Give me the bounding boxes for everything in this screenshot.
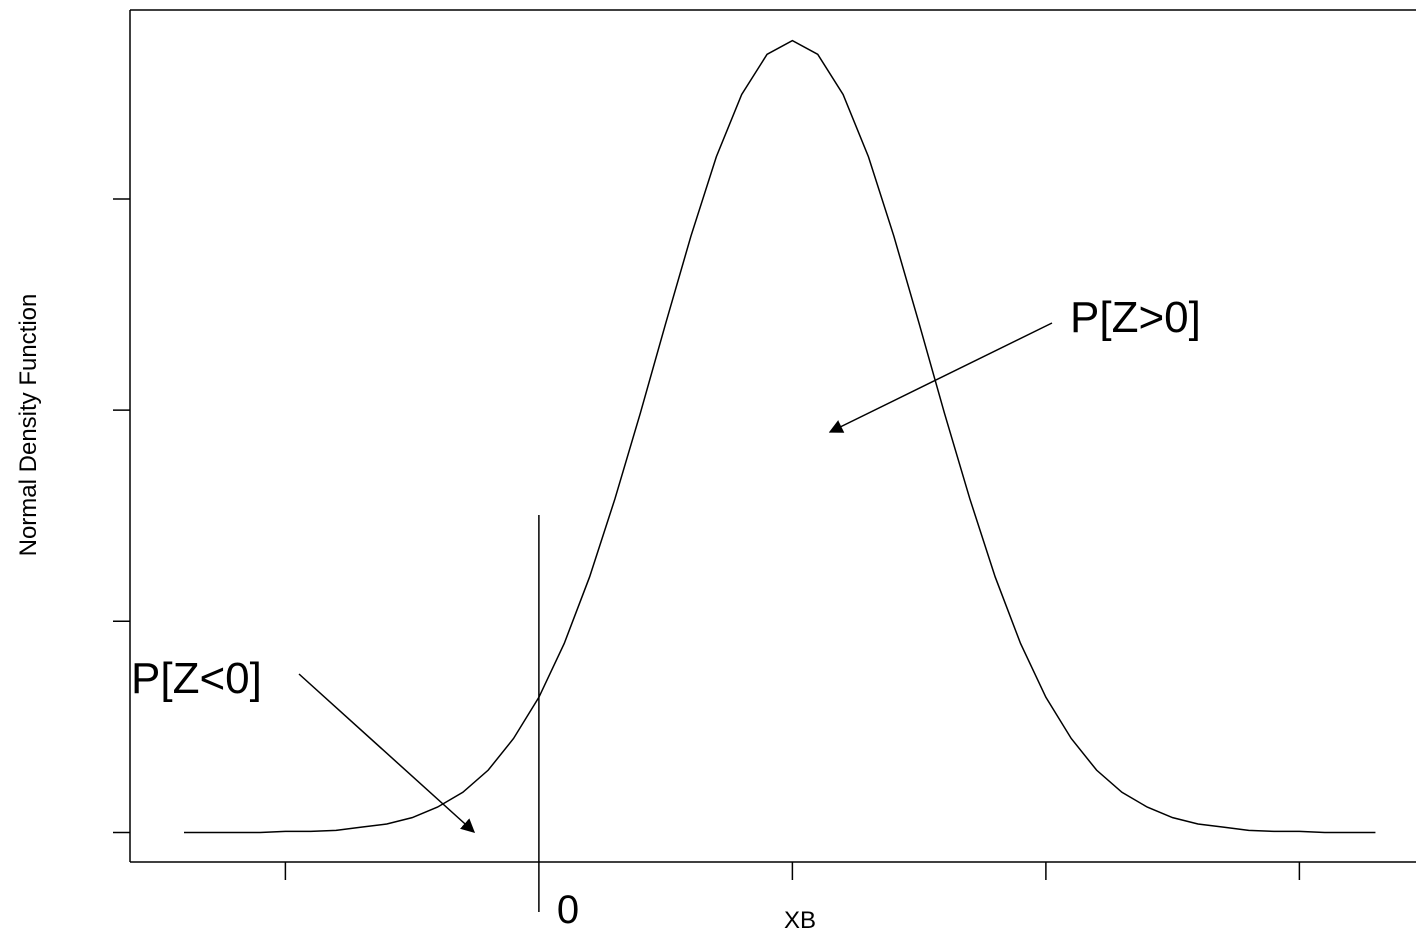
annotation-arrow: [298, 673, 476, 833]
reference-label: 0: [557, 888, 579, 932]
annotation: P[Z<0]: [131, 654, 262, 703]
annotation: P[Z>0]: [1070, 293, 1201, 342]
y-axis-label: Normal Density Function: [15, 294, 42, 557]
density-curve: [184, 39, 1376, 834]
annotation-arrow: [828, 322, 1053, 433]
x-axis-label: XB: [784, 907, 816, 934]
